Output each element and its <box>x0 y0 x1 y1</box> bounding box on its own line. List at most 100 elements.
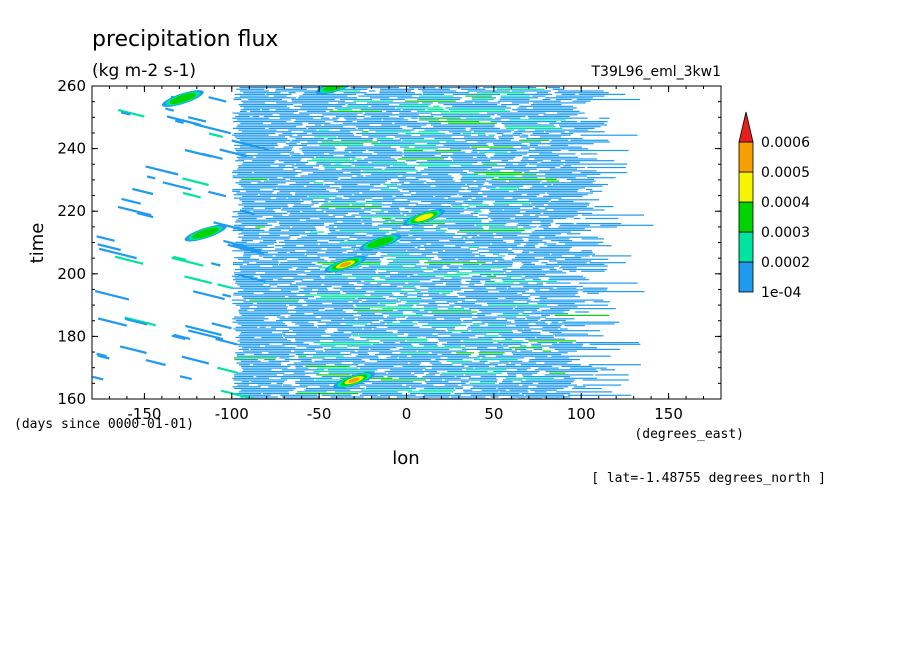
x-units-label: (degrees_east) <box>634 427 744 442</box>
field-streak <box>431 326 456 328</box>
field-streak <box>472 149 517 152</box>
field-streak <box>343 216 356 218</box>
y-tick-label: 260 <box>57 77 86 95</box>
field-streak <box>252 160 276 162</box>
field-streak <box>500 95 530 97</box>
field-streak <box>557 304 609 306</box>
field-streak <box>492 219 554 221</box>
field-streak <box>497 114 539 116</box>
field-streak <box>238 104 294 106</box>
field-streak <box>232 377 269 379</box>
y-tick-label: 220 <box>57 202 86 220</box>
field-streak <box>342 122 393 124</box>
field-streak <box>386 270 424 272</box>
field-streak <box>321 209 372 211</box>
field-streak <box>295 338 355 340</box>
field-streak <box>232 175 296 177</box>
field-streak <box>376 153 441 155</box>
field-streak <box>288 92 296 94</box>
field-streak <box>425 219 482 221</box>
field-streak <box>506 127 563 129</box>
field-streak <box>390 221 409 223</box>
field-streak <box>447 370 488 373</box>
field-streak <box>231 299 246 301</box>
colorbar-label: 0.0006 <box>761 135 810 151</box>
field-streak <box>337 109 353 111</box>
field-streak <box>426 382 466 384</box>
field-streak <box>324 168 336 170</box>
field-streak <box>549 277 586 279</box>
field-streak <box>285 336 350 339</box>
field-streak <box>476 180 506 182</box>
field-streak <box>469 325 480 327</box>
field-streak <box>321 141 379 143</box>
field-streak <box>290 178 338 180</box>
field-streak <box>502 343 522 345</box>
field-streak <box>575 311 589 313</box>
field-streak <box>463 200 484 203</box>
field-streak <box>468 204 489 206</box>
colorbar-swatch <box>738 141 754 173</box>
field-streak <box>292 206 312 208</box>
field-streak <box>295 282 349 284</box>
field-streak <box>454 302 475 305</box>
field-streak <box>417 88 451 90</box>
field-streak <box>371 396 388 398</box>
field-streak <box>481 161 538 163</box>
field-streak <box>502 313 519 315</box>
field-streak <box>351 151 363 153</box>
field-streak <box>481 389 507 391</box>
field-streak <box>502 268 542 271</box>
field-streak <box>307 304 354 306</box>
field-streak <box>352 274 414 276</box>
field-streak <box>291 139 334 141</box>
field-streak <box>455 223 507 225</box>
field-streak <box>581 214 644 216</box>
field-streak <box>408 282 443 284</box>
field-streak <box>548 216 574 218</box>
field-streak <box>543 114 578 116</box>
x-tick-label: 50 <box>484 405 503 423</box>
field-streak <box>418 321 473 323</box>
field-streak <box>391 228 441 230</box>
field-streak <box>424 381 449 383</box>
field-streak <box>237 168 284 170</box>
field-streak <box>428 294 447 296</box>
field-streak <box>257 182 286 184</box>
field-streak <box>580 121 608 123</box>
field-streak <box>551 321 559 323</box>
field-streak <box>317 292 341 294</box>
field-streak <box>315 379 343 381</box>
field-streak <box>448 197 473 199</box>
field-streak <box>362 393 403 395</box>
field-streak <box>535 148 589 150</box>
field-streak <box>240 270 305 272</box>
field-streak <box>471 199 518 201</box>
field-streak <box>283 146 294 148</box>
field-streak <box>241 100 288 102</box>
field-streak <box>422 376 455 378</box>
field-streak <box>503 280 558 282</box>
field-streak <box>592 255 632 257</box>
field-streak <box>411 117 418 119</box>
field-streak <box>564 258 609 260</box>
field-streak <box>522 158 529 160</box>
field-streak <box>359 394 378 396</box>
field-streak <box>442 343 502 345</box>
field-streak <box>329 153 373 155</box>
field-streak <box>500 97 538 99</box>
field-streak <box>313 279 375 281</box>
field-streak <box>234 376 254 378</box>
field-streak <box>507 374 517 376</box>
field-streak <box>481 321 512 323</box>
field-streak <box>534 229 591 231</box>
field-streak <box>117 205 152 217</box>
field-streak <box>282 369 325 371</box>
field-streak <box>454 393 520 395</box>
field-streak <box>283 161 309 163</box>
field-streak <box>461 306 516 308</box>
field-streak <box>232 279 274 281</box>
field-streak <box>241 143 278 145</box>
field-streak <box>241 367 288 369</box>
